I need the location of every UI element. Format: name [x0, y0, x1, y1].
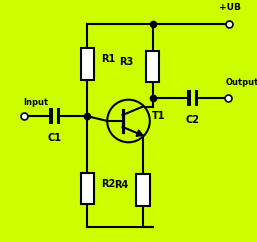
Text: Input: Input: [23, 98, 48, 107]
Text: R1: R1: [101, 54, 116, 64]
Text: R3: R3: [120, 57, 134, 67]
Circle shape: [107, 100, 150, 142]
Text: C1: C1: [48, 133, 62, 143]
Bar: [81, 173, 94, 204]
Bar: [195, 90, 198, 106]
Polygon shape: [136, 130, 143, 136]
Bar: [146, 51, 159, 82]
Bar: [57, 108, 60, 124]
Text: +UB: +UB: [219, 3, 241, 12]
Bar: [81, 48, 94, 80]
Text: C2: C2: [186, 115, 200, 125]
Bar: [187, 90, 191, 106]
Bar: [136, 174, 150, 206]
Text: R4: R4: [115, 180, 129, 190]
Text: Output: Output: [225, 78, 257, 87]
Bar: [49, 108, 53, 124]
Text: T1: T1: [152, 111, 166, 121]
Text: R2: R2: [101, 179, 116, 189]
